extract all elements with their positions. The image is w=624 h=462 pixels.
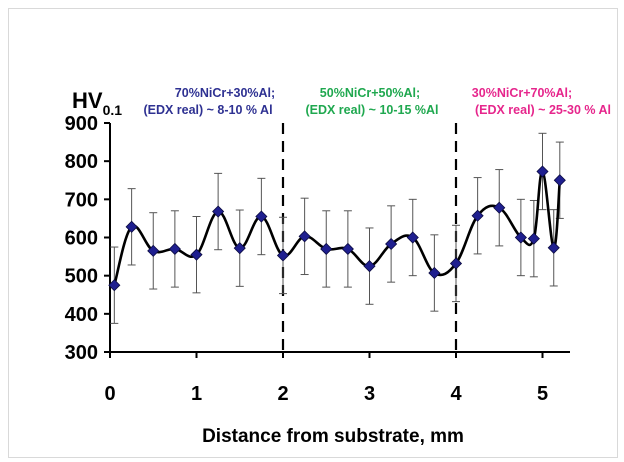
data-point — [406, 231, 419, 244]
series-line — [113, 170, 562, 286]
annotation-2-line1: 50%NiCr+50%Al; — [320, 86, 420, 100]
x-tick-label: 5 — [537, 383, 548, 405]
data-point — [320, 242, 333, 256]
data-point — [514, 231, 527, 244]
data-point — [298, 230, 311, 243]
data-point — [493, 201, 506, 214]
x-ticks: 0 1 2 3 4 5 — [104, 352, 548, 405]
y-tick-label: 400 — [65, 304, 98, 326]
y-tick-label: 900 — [65, 113, 98, 135]
x-tick-label: 1 — [191, 383, 202, 405]
annotation-3-line1: 30%NiCr+70%Al; — [472, 86, 572, 100]
x-tick-label: 2 — [277, 383, 288, 405]
y-tick-label: 500 — [65, 266, 98, 288]
data-point — [147, 244, 160, 257]
data-point — [255, 210, 268, 223]
y-tick-label: 600 — [65, 228, 98, 250]
y-tick-label: 700 — [65, 189, 98, 211]
data-point — [428, 266, 441, 280]
data-point — [553, 174, 566, 187]
data-point — [536, 165, 549, 178]
x-tick-label: 0 — [104, 383, 115, 405]
data-point — [212, 205, 225, 218]
y-tick-label: 300 — [65, 342, 98, 364]
data-point — [125, 220, 138, 233]
data-point — [547, 241, 560, 254]
data-point — [341, 242, 354, 256]
data-point — [527, 232, 540, 245]
annotation-1-line1: 70%NiCr+30%Al; — [175, 86, 275, 100]
y-tick-label: 800 — [65, 151, 98, 173]
x-tick-label: 3 — [364, 383, 375, 405]
data-point — [108, 279, 121, 292]
data-points — [108, 165, 566, 292]
annotation-3-line2: (EDX real) ~ 25-30 % Al — [475, 103, 611, 117]
error-bars — [110, 132, 564, 324]
x-tick-label: 4 — [450, 383, 462, 405]
data-point — [276, 249, 290, 262]
y-ticks: 300 400 500 600 700 800 900 — [65, 113, 110, 364]
data-point — [168, 242, 181, 256]
data-point — [385, 237, 398, 251]
x-axis-label: Distance from substrate, mm — [202, 426, 464, 447]
data-point — [449, 257, 463, 270]
y-axis-label: HV0.1 — [72, 88, 122, 118]
data-point — [363, 260, 376, 273]
axes — [109, 123, 570, 353]
data-point — [471, 209, 484, 222]
annotation-1-line2: (EDX real) ~ 8-10 % Al — [143, 103, 272, 117]
annotation-2-line2: (EDX real) ~ 10-15 %Al — [305, 103, 438, 117]
annotations: 70%NiCr+30%Al; (EDX real) ~ 8-10 % Al 50… — [143, 86, 611, 117]
data-point — [190, 248, 203, 261]
data-point — [233, 242, 246, 255]
